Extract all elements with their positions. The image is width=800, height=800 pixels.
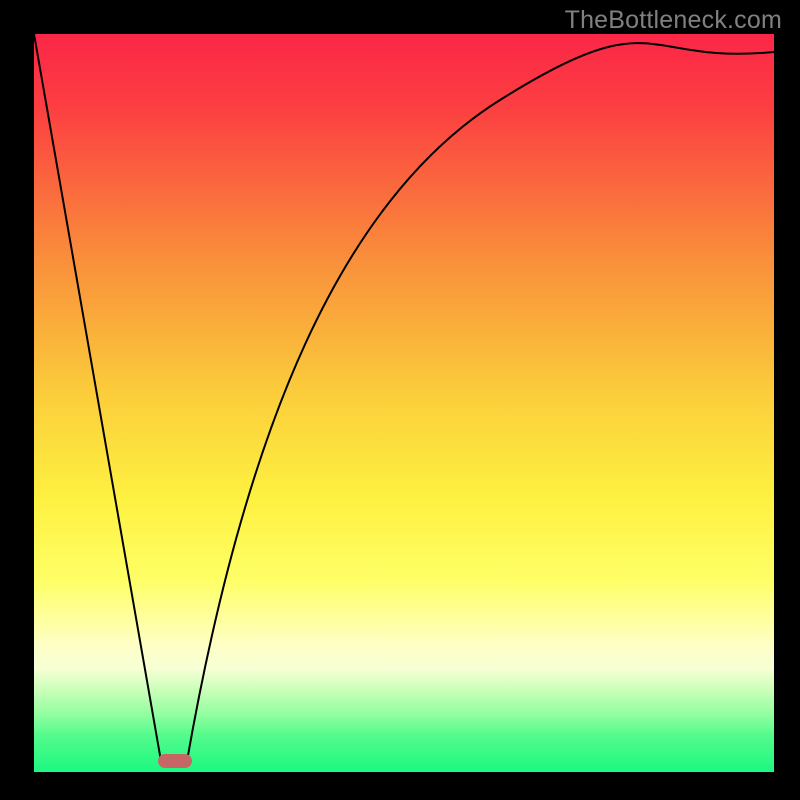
plot-svg	[34, 34, 774, 772]
plot-area	[34, 34, 774, 772]
watermark-text: TheBottleneck.com	[565, 6, 782, 35]
gradient-bg	[34, 34, 774, 772]
optimal-marker-pill	[158, 754, 192, 768]
